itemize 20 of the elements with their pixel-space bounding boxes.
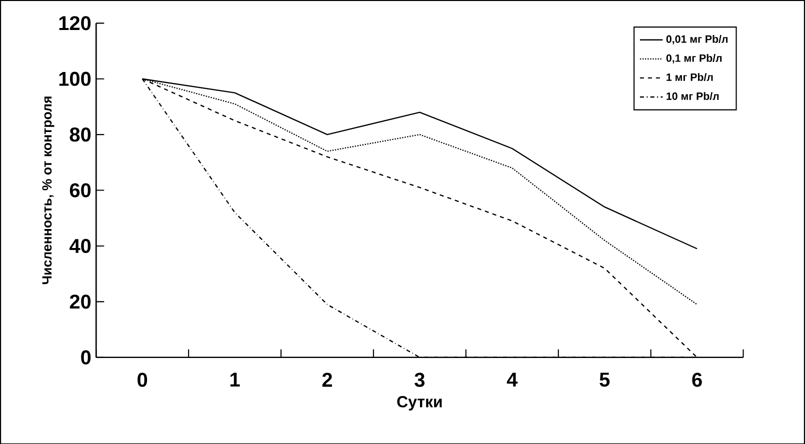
y-tick-label: 120 xyxy=(59,16,91,30)
y-tick-label: 20 xyxy=(70,294,91,309)
legend-label: 10 мг Pb/л xyxy=(666,92,719,100)
y-tick-label: 0 xyxy=(81,350,91,364)
x-tick-label: 2 xyxy=(322,372,332,386)
x-tick-label: 0 xyxy=(138,372,148,387)
y-tick-label: 100 xyxy=(59,72,91,86)
x-axis-title: Сутки xyxy=(397,396,442,410)
x-tick-label: 5 xyxy=(600,372,610,386)
y-tick-label: 40 xyxy=(70,238,91,253)
y-axis-title: Численность, % от контроля xyxy=(42,96,54,284)
x-tick-label: 1 xyxy=(230,372,240,386)
x-tick-label: 3 xyxy=(414,372,425,387)
legend-label: 0,01 мг Pb/л xyxy=(666,34,728,44)
legend-label: 0,1 мг Pb/л xyxy=(666,54,722,64)
x-tick-label: 6 xyxy=(692,372,702,387)
legend-label: 1 мг Pb/л xyxy=(666,72,713,81)
y-tick-label: 80 xyxy=(70,127,91,142)
y-tick-label: 60 xyxy=(70,182,91,198)
x-tick-label: 4 xyxy=(506,372,518,386)
